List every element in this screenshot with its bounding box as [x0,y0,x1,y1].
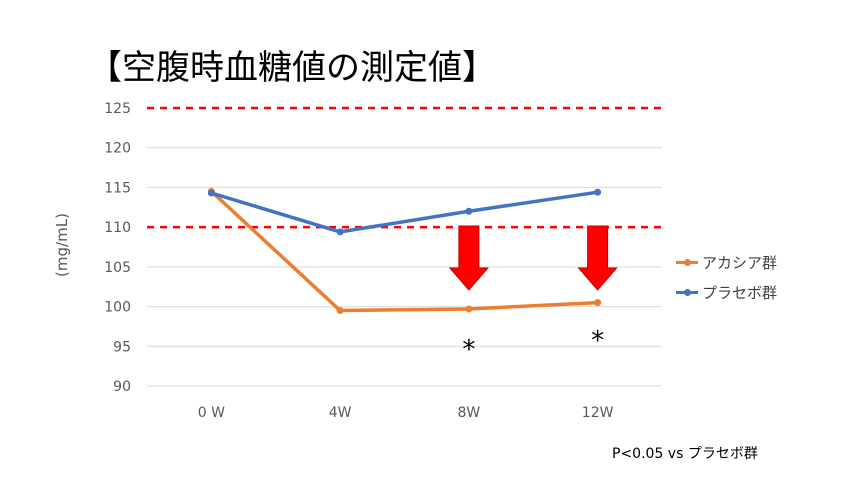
data-point-0-3 [594,299,602,307]
x-tick-label: 8W [458,405,481,421]
x-tick-label: 0 W [198,405,225,421]
footnote: P<0.05 vs プラセボ群 [612,446,758,462]
data-point-1-1 [336,228,344,236]
legend-item-placebo: プラセボ群 [676,277,777,307]
significance-marker: * [462,335,475,365]
series-line-0 [210,190,598,313]
legend-label-placebo: プラセボ群 [702,283,778,302]
legend-item-acacia: アカシア群 [676,247,777,277]
y-tick-label: 125 [104,101,131,117]
x-tick-label: 4W [329,405,352,421]
y-axis-label: (mg/mL) [53,213,71,277]
y-tick-label: 100 [104,300,131,316]
legend-label-acacia: アカシア群 [702,253,778,272]
significance-marker: * [591,326,604,356]
data-point-1-2 [465,207,473,215]
data-point-0-1 [336,307,344,315]
down-arrow [448,225,489,291]
y-tick-label: 115 [104,180,131,196]
y-tick-label: 110 [104,220,131,236]
y-tick-label: 105 [104,260,131,276]
legend-swatch-placebo [676,288,698,296]
x-tick-label: 12W [582,405,614,421]
y-tick-label: 90 [113,379,131,395]
legend: アカシア群 プラセボ群 [676,247,777,307]
chart-title: 【空腹時血糖値の測定値】 [88,48,496,88]
data-point-0-2 [465,305,473,313]
data-point-1-0 [207,189,215,197]
data-point-1-3 [594,188,602,196]
y-tick-label: 120 [104,141,131,157]
series-line-1 [210,190,598,234]
y-tick-label: 95 [113,339,131,355]
down-arrow [577,225,618,291]
legend-swatch-acacia [676,258,698,266]
